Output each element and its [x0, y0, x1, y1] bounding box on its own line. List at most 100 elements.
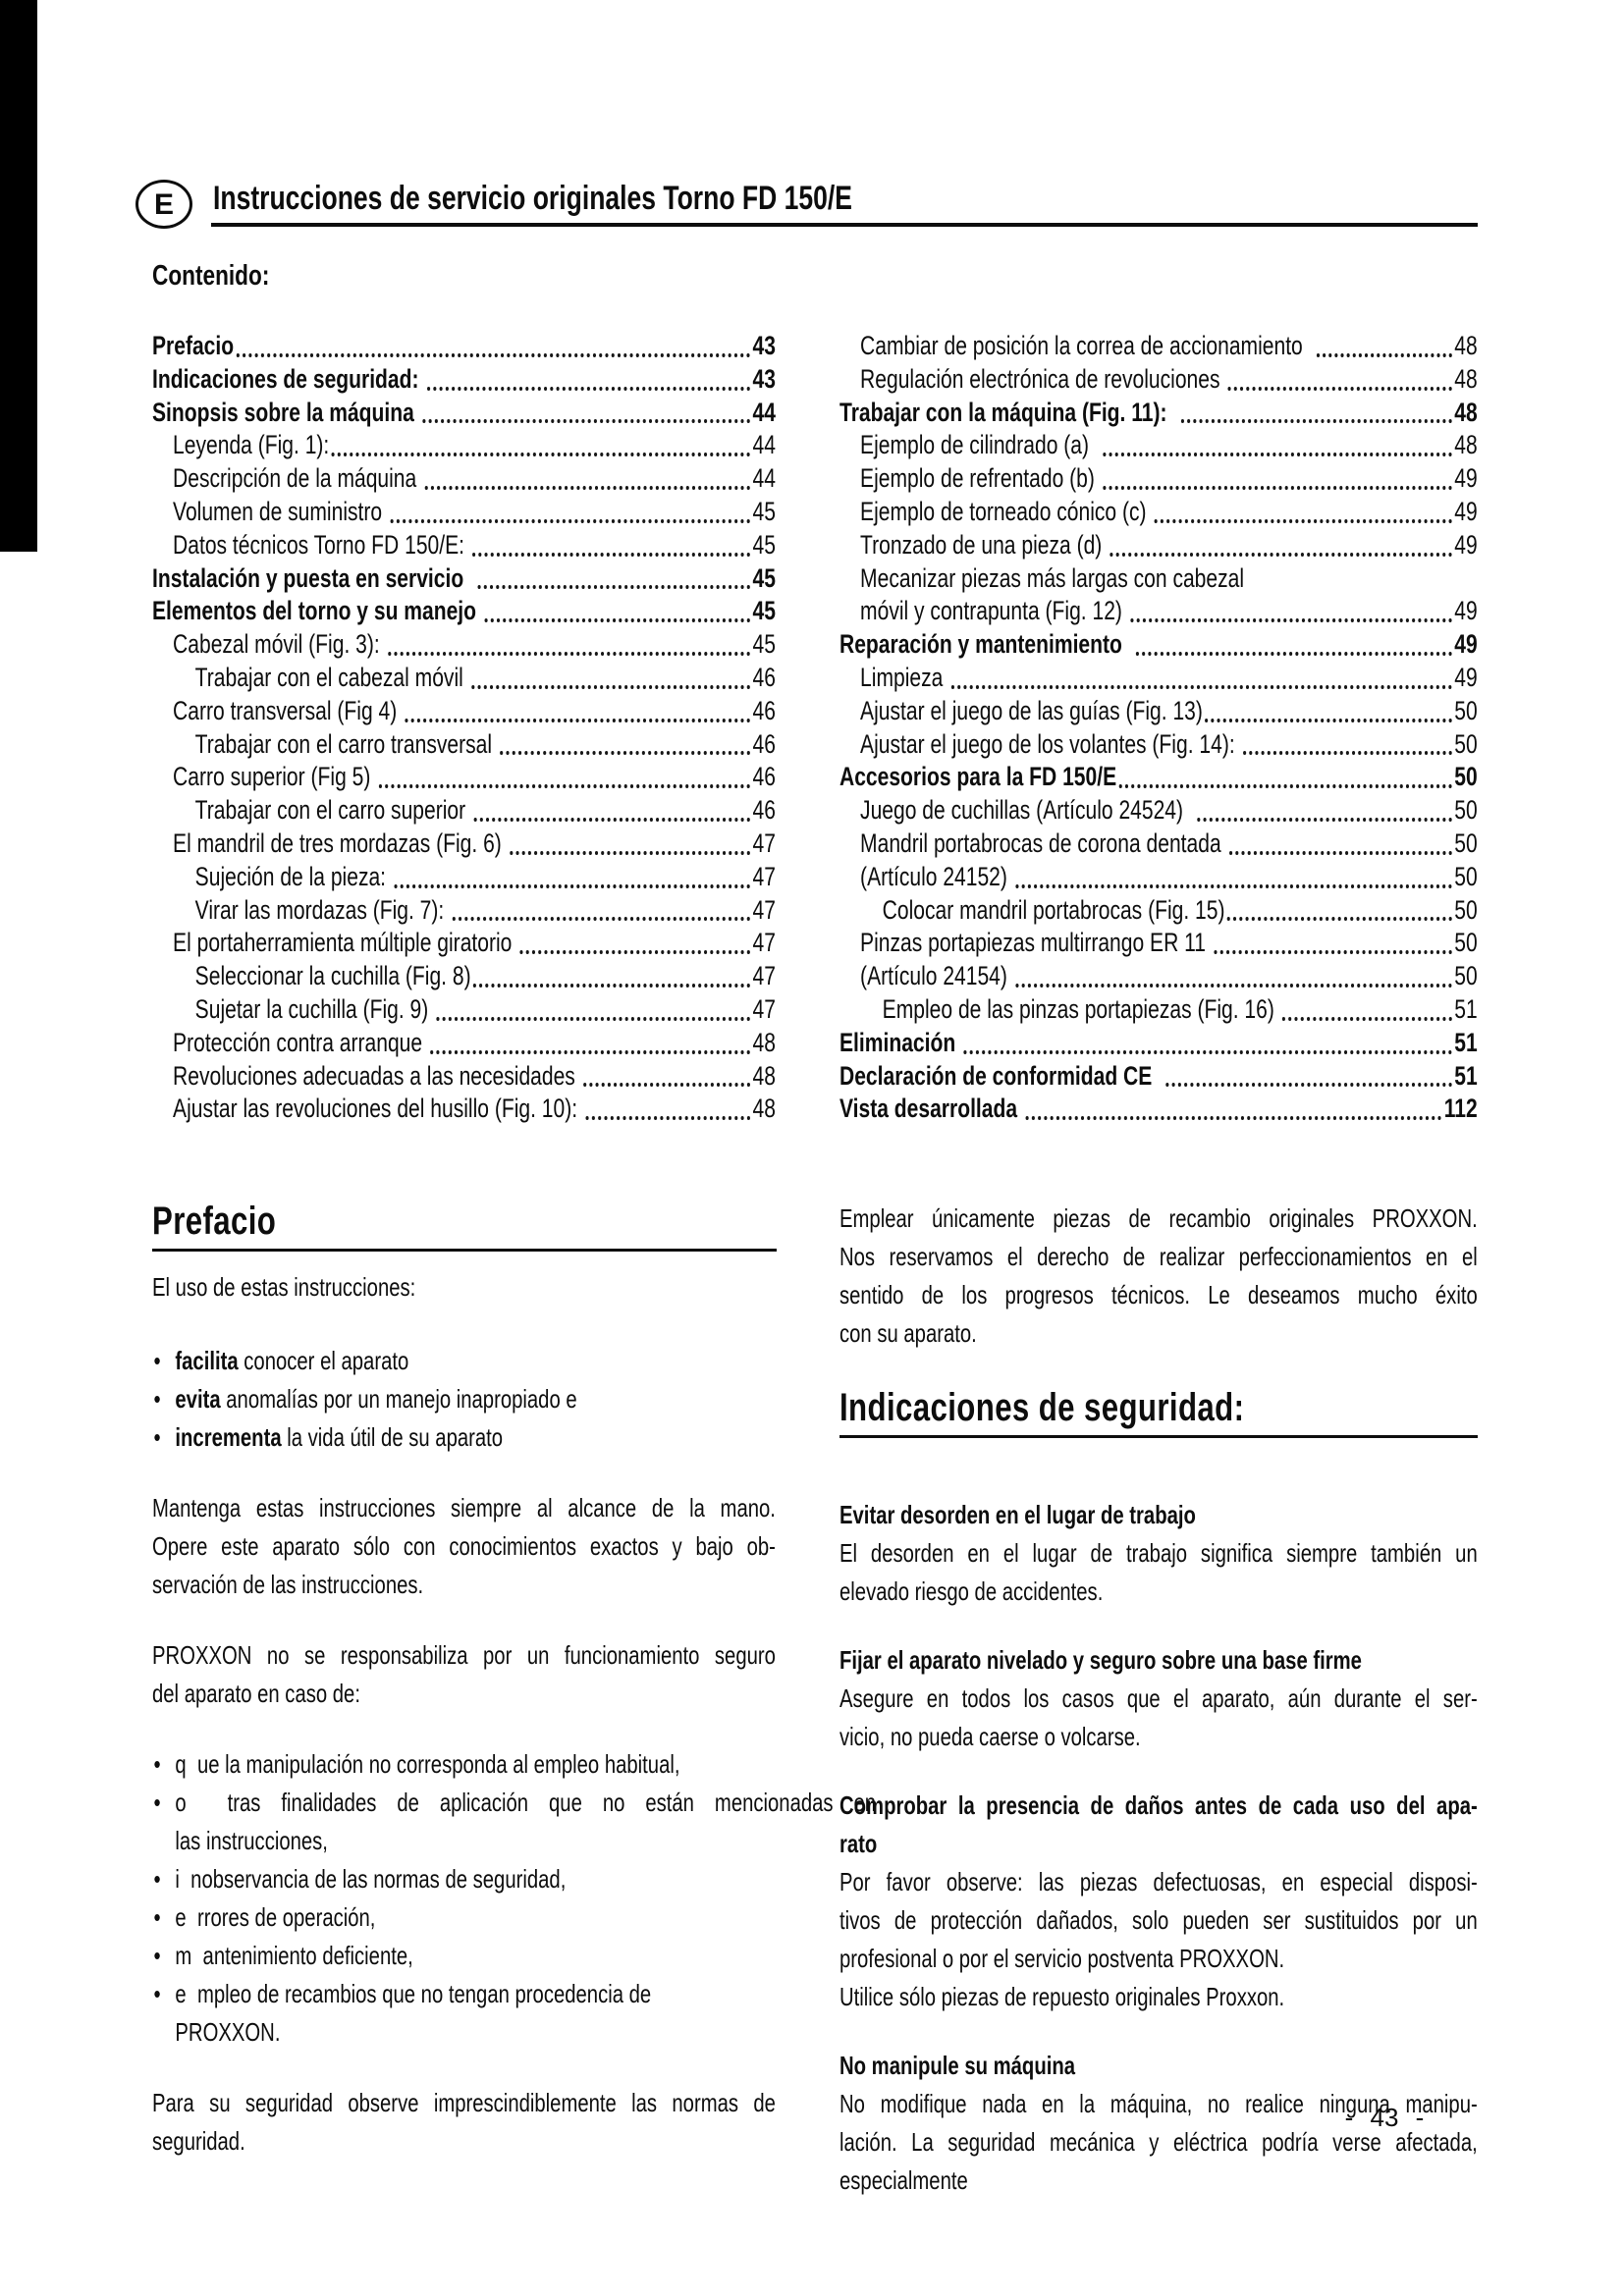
toc-dot-leader — [472, 552, 751, 557]
toc-entry-page: 50 — [1454, 695, 1478, 725]
toc-entry-page: 45 — [752, 496, 776, 526]
toc-dot-leader — [519, 950, 751, 955]
toc-dot-leader — [1282, 1016, 1452, 1021]
text-line: e mpleo de recambios que no tengan proce… — [175, 1979, 652, 2008]
bullet-icon: • — [153, 1941, 161, 1970]
safety-block-paragraph: Asegure en todos los casos que el aparat… — [839, 1680, 1478, 1756]
safety-block-paragraph: El desorden en el lugar de trabajo signi… — [839, 1534, 1478, 1611]
toc-entry: Revoluciones adecuadas a las necesidades… — [152, 1060, 776, 1094]
text-line: Por favor observe: las piezas defectuosa… — [839, 1867, 1478, 1896]
text-line: Opere este aparato sólo con conocimiento… — [152, 1531, 776, 1561]
toc-entry: Vista desarrollada 112 — [839, 1093, 1478, 1126]
contents-heading: Contenido: — [152, 258, 545, 294]
document-title: Instrucciones de servicio originales Tor… — [213, 180, 852, 217]
toc-dot-leader — [1154, 518, 1452, 523]
text-line: seguridad. — [152, 2126, 245, 2156]
text-line: El desorden en el lugar de trabajo signi… — [839, 1538, 1478, 1568]
print-spine-mark — [0, 0, 37, 552]
toc-entry-label: Elementos del torno y su manejo — [152, 596, 482, 626]
toc-dot-leader — [1103, 485, 1452, 490]
toc-entry: Sinopsis sobre la máquina 44 — [152, 397, 776, 430]
text-line: e rrores de operación, — [175, 1902, 376, 1932]
toc-entry-page: 43 — [752, 331, 776, 360]
text-line: con su aparato. — [839, 1318, 977, 1348]
toc-dot-leader — [1242, 751, 1452, 756]
header-divider — [211, 223, 1478, 227]
toc-entry: Regulación electrónica de revoluciones 4… — [839, 363, 1478, 397]
feature-bullet-item: • facilita conocer el aparato — [152, 1342, 776, 1380]
toc-entry-label: Accesorios para la FD 150/E — [839, 762, 1117, 792]
safety-block: Evitar desorden en el lugar de trabajo El… — [839, 1496, 1478, 1611]
text-line: Mantenga estas instrucciones siempre al … — [152, 1493, 776, 1522]
bullet-icon: • — [153, 1346, 161, 1375]
toc-entry-page: 45 — [752, 529, 776, 560]
text-line: rato — [839, 1829, 878, 1858]
toc-entry: Mandril portabrocas de corona dentada 50 — [839, 828, 1478, 861]
safety-block-heading: Fijar el aparato nivelado y seguro sobre… — [839, 1641, 1478, 1680]
toc-dot-leader — [430, 1049, 751, 1054]
body-column-right: Emplear únicamente piezas de recambio or… — [839, 1200, 1483, 2230]
toc-entry-label: Carro superior (Fig 5) — [173, 762, 377, 792]
text-line: del aparato en caso de: — [152, 1679, 360, 1708]
toc-entry-label: Sujeción de la pieza: — [194, 861, 392, 891]
toc-entry-label: Tronzado de una pieza (d) — [860, 529, 1109, 560]
toc-dot-leader — [436, 1016, 751, 1021]
toc-entry: (Artículo 24152) 50 — [839, 861, 1478, 894]
toc-dot-leader — [405, 718, 751, 722]
bullet-icon: • — [153, 1864, 161, 1894]
text-line: Emplear únicamente piezas de recambio or… — [839, 1203, 1478, 1233]
text-line: i nobservancia de las normas de segurida… — [175, 1864, 567, 1894]
contents-heading-label: Contenido: — [152, 260, 270, 292]
toc-entry-page: 49 — [1454, 662, 1478, 692]
toc-entry-label: Revoluciones adecuadas a las necesidades — [173, 1060, 581, 1091]
toc-entry: Ajustar el juego de los volantes (Fig. 1… — [839, 728, 1478, 762]
toc-entry-page: 44 — [752, 430, 776, 460]
toc-entry-page: 43 — [752, 363, 776, 394]
toc-entry-label: Indicaciones de seguridad: — [152, 363, 425, 394]
toc-entry-label: Eliminación — [839, 1027, 962, 1057]
toc-entry-label: Sujetar la cuchilla (Fig. 9) — [194, 993, 435, 1024]
toc-entry: El mandril de tres mordazas (Fig. 6) 47 — [152, 828, 776, 861]
toc-entry-label: Ajustar el juego de las guías (Fig. 13) — [860, 695, 1203, 725]
toc-column-right: Cambiar de posición la correa de acciona… — [839, 330, 1478, 1126]
toc-entry: Prefacio 43 — [152, 330, 776, 363]
toc-entry-page: 50 — [1454, 828, 1478, 858]
toc-list-left: Prefacio 43 Indicaciones de seguridad: 43 S… — [152, 330, 776, 1126]
language-badge-letter: E — [153, 188, 174, 221]
toc-entry-label: Virar las mordazas (Fig. 7): — [194, 894, 451, 925]
toc-entry-label: Trabajar con el carro superior — [194, 795, 471, 826]
toc-dot-leader — [583, 1083, 751, 1088]
toc-dot-leader — [390, 518, 751, 523]
toc-dot-leader — [394, 883, 751, 888]
text-line: No modifique nada en la máquina, no real… — [839, 2089, 1478, 2118]
toc-entry-page: 51 — [1454, 1060, 1478, 1091]
toc-entry: Limpieza 49 — [839, 662, 1478, 695]
toc-entry-label: Vista desarrollada — [839, 1094, 1023, 1124]
bullet-bold-word: facilita — [175, 1346, 239, 1375]
toc-entry-label: Descripción de la máquina — [173, 463, 423, 494]
feature-bullet-item: • evita anomalías por un manejo inapropia… — [152, 1380, 776, 1418]
toc-entry: Ejemplo de refrentado (b) 49 — [839, 462, 1478, 496]
text-line: Para su seguridad observe imprescindible… — [152, 2088, 776, 2117]
toc-entry-page: 46 — [752, 795, 776, 826]
section-title-seguridad: Indicaciones de seguridad: — [839, 1386, 1245, 1429]
toc-dot-leader — [471, 684, 751, 689]
page-number: - 43 - — [1344, 2103, 1425, 2132]
text-line: El uso de estas instrucciones: — [152, 1272, 416, 1302]
paragraph-no-liability: PROXXON no se responsabiliza por un func… — [152, 1636, 776, 1713]
toc-dot-leader — [236, 352, 751, 357]
toc-entry-label: Mandril portabrocas de corona dentada — [860, 828, 1227, 858]
toc-entry-page: 50 — [1454, 728, 1478, 759]
toc-entry: Declaración de conformidad CE 51 — [839, 1060, 1478, 1094]
text-line: facilita conocer el aparato — [175, 1346, 409, 1375]
cause-bullet-item: • e mpleo de recambios que no tengan proc… — [152, 1975, 776, 2052]
toc-entry-label: Declaración de conformidad CE — [839, 1060, 1164, 1091]
toc-dot-leader — [1130, 618, 1452, 623]
toc-entry-page: 47 — [752, 993, 776, 1024]
toc-entry-page: 47 — [752, 961, 776, 991]
safety-block: Comprobar la presencia de daños antes de… — [839, 1787, 1478, 2016]
toc-entry: Cabezal móvil (Fig. 3): 45 — [152, 628, 776, 662]
toc-entry-label: (Artículo 24152) — [860, 861, 1013, 891]
toc-entry-page: 50 — [1454, 928, 1478, 958]
toc-dot-leader — [1205, 718, 1452, 722]
